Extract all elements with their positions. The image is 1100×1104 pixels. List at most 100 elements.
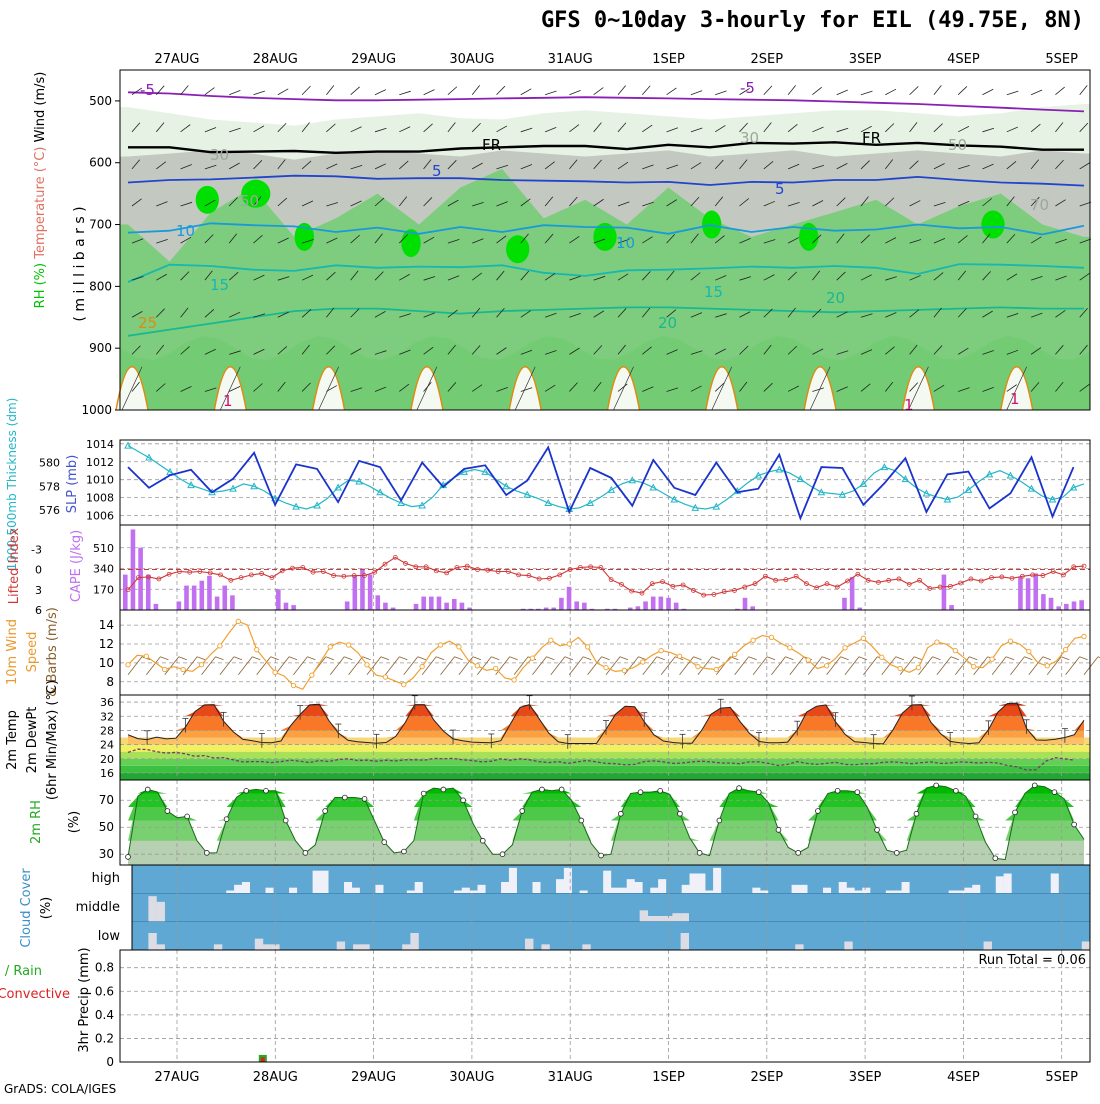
rh2m-point [144,786,151,793]
bl-hatch [514,366,536,411]
wind-barb [909,86,919,96]
lifted-index-point [814,585,820,591]
contour-label: 10 [616,234,635,252]
cloud-bar-high [713,867,722,894]
wind-speed-point [309,672,315,678]
wind-barb [593,381,602,392]
cloud-bar-high [956,890,965,894]
slp-tick-label: 1006 [86,510,114,523]
wind-barb [739,276,752,281]
upper-air-ylabel-part: Temperature (°C) [33,147,48,263]
thickness-point [838,490,847,498]
wind-barb [787,163,800,170]
cape-bar [574,601,579,610]
wind-barb [204,127,217,133]
wind-speed-point [511,677,517,683]
wind-barb [860,313,873,318]
contour-label: 30 [210,146,229,164]
wind-tick-label: 8 [106,675,114,689]
wind-barb [399,349,411,355]
contour-label: 1 [904,396,914,414]
lifted-index-point [320,569,326,574]
pressure-tick-label: 1000 [81,403,112,417]
thickness-point [187,481,195,489]
date-label-bottom: 5SEP [1045,1070,1078,1085]
lifted-index-point [588,564,593,570]
wind-barb-10m-flag [270,656,279,661]
cloud-unit: (%) [39,897,54,920]
cloud-bar-low [680,933,689,950]
wind-speed-point [401,681,407,688]
lifted-index-point [629,588,635,594]
lifted-index-point [824,581,830,587]
pressure-tick-label: 700 [89,218,112,232]
wind-barb [569,159,578,170]
wind-barb [1030,347,1042,355]
wind-barb-10m [366,656,382,676]
wind-barb [957,270,967,281]
wind-barb [399,90,411,96]
wind-barb [180,236,192,244]
wind-barb [447,122,456,133]
lifted-index-point [341,573,347,579]
wind-barb [544,196,554,207]
cloud-bar-low [844,941,853,950]
cape-bar [605,608,610,610]
wind-speed-point [750,637,756,643]
thickness-point [901,475,910,483]
wind-barb [1079,122,1089,133]
wind-barb [763,308,773,318]
wind-barb [229,162,240,170]
cape-bar [276,589,281,610]
wind-barb [326,237,338,244]
wind-barb-10m-flag [950,656,960,661]
rh2m-point [381,839,388,845]
wind-barb [739,198,750,207]
wind-tick-label: 12 [99,637,114,651]
rh2m-point [953,787,959,794]
wind-barb [228,233,238,244]
wind-barb-10m-flag [785,656,794,661]
wind-barb [1030,275,1043,281]
wind-barb [1079,85,1088,95]
wind-barb-10m [918,656,933,676]
isotherm-25 [311,365,346,411]
thickness-point [859,479,868,487]
cloud-bar-middle [156,901,165,922]
wind-tick-label: 14 [99,618,114,632]
wind-barb [617,344,626,355]
wind-barb [593,87,604,96]
cape-bar [543,607,549,610]
wind-frame [119,609,1091,696]
wind-barb-10m [587,656,602,676]
wind-barb [933,237,946,244]
lifted-index-point [547,575,552,581]
wind-speed-point [768,634,775,641]
wind-barb [277,381,286,392]
wind-barb [860,274,872,281]
wind-speed-point [180,666,186,673]
wind-ylabel: & Barbs (m/s) [45,607,60,697]
wind-speed-point [125,662,131,668]
wind-barb-10m-flag [1024,656,1033,661]
date-label-bottom: 4SEP [947,1070,980,1085]
thickness-point [586,499,595,507]
cloud-bar-middle [656,916,665,922]
wind-barb [277,346,288,355]
wind-barb-10m-flag [215,656,224,661]
wind-speed-point [548,637,554,643]
cape-bar [681,608,687,610]
lifted-index-point [536,576,542,582]
wind-barb [958,164,970,170]
wind-barb [520,387,533,392]
wind-barb [180,201,193,207]
wind-barb [909,344,918,355]
cape-bar [643,601,648,610]
cloud-bar-middle [148,896,157,922]
lifted-index-point [670,583,676,589]
cloud-bar-high [556,879,565,894]
wind-barb [229,311,241,318]
contour-label: 10 [176,222,195,240]
thickness-point [376,488,384,496]
wind-barb [909,160,919,170]
